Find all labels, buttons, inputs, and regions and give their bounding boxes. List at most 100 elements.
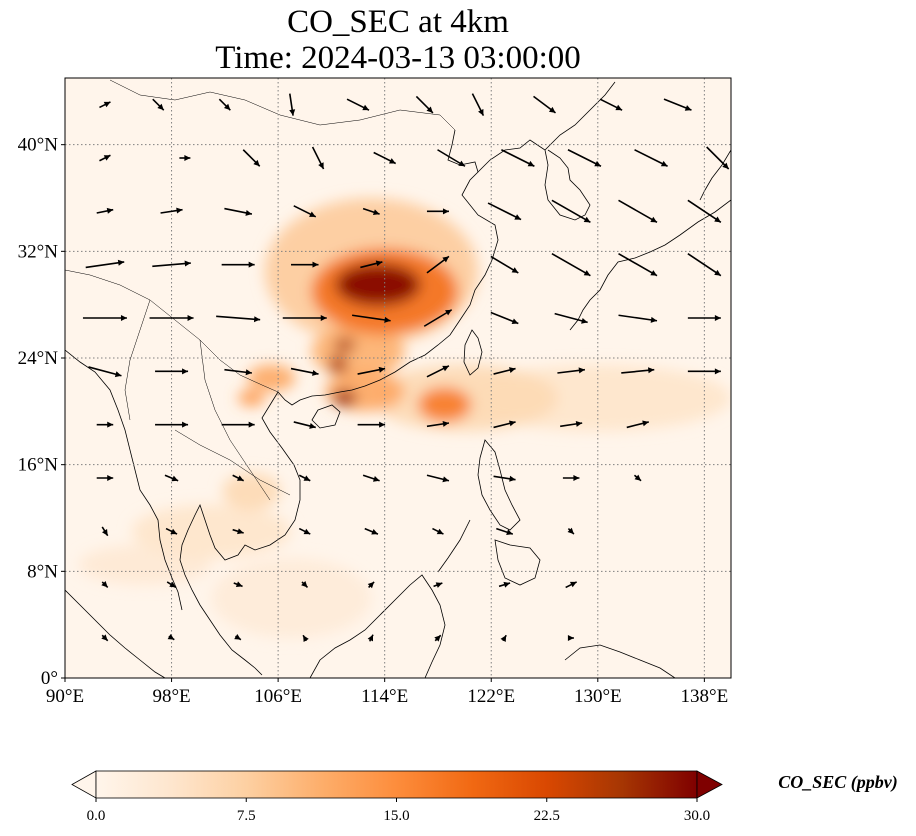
wind-arrow xyxy=(96,207,114,214)
wind-arrow xyxy=(346,98,370,111)
longitude-labels: 90°E 98°E 106°E 114°E 122°E 130°E 138°E xyxy=(46,678,728,707)
wind-arrow xyxy=(471,93,485,117)
korea-east-coast xyxy=(544,81,616,151)
wind-arrow xyxy=(224,207,253,216)
wind-arrow xyxy=(101,634,109,642)
wind-arrow xyxy=(437,149,466,167)
wind-arrow xyxy=(493,420,516,429)
wind-arrow xyxy=(179,155,191,161)
wind-arrow xyxy=(155,421,189,428)
wind-arrow xyxy=(101,526,109,537)
longitude-tick-label: 106°E xyxy=(254,686,302,707)
wind-arrow xyxy=(557,367,586,374)
co-plume xyxy=(332,390,357,406)
wind-arrow xyxy=(634,149,668,167)
borneo-coastline xyxy=(309,574,446,678)
wind-arrow xyxy=(599,98,623,111)
wind-arrow xyxy=(663,98,692,111)
wind-arrow xyxy=(618,252,658,277)
latitude-tick-label: 0° xyxy=(41,668,58,689)
colorbar-gradient xyxy=(95,770,698,799)
wind-arrow xyxy=(96,421,114,428)
wind-arrow xyxy=(687,368,721,375)
co-plume xyxy=(324,371,405,412)
wind-arrow xyxy=(565,581,578,589)
wind-arrow xyxy=(232,528,244,535)
wind-arrow xyxy=(351,314,391,323)
colorbar-min-extension xyxy=(71,770,97,799)
wind-arrow xyxy=(426,420,450,428)
wind-arrow xyxy=(687,199,722,223)
wind-arrow xyxy=(96,475,114,481)
wind-arrow xyxy=(298,527,311,535)
wind-arrow xyxy=(493,367,516,375)
latitude-tick-label: 8°N xyxy=(27,561,58,582)
wind-arrow xyxy=(551,199,591,224)
wind-arrow xyxy=(567,527,575,535)
japan-north xyxy=(699,149,731,201)
wind-arrow xyxy=(152,260,191,268)
wind-arrow xyxy=(290,367,319,376)
wind-arrow xyxy=(432,527,444,535)
colorbar-tick-label: 15.0 xyxy=(383,808,409,824)
wind-arrow xyxy=(362,474,380,482)
wind-arrow xyxy=(426,365,450,378)
wind-arrow xyxy=(99,154,111,162)
wind-arrow xyxy=(149,315,194,321)
wind-arrow xyxy=(618,199,658,224)
colorbar-tick-label: 22.5 xyxy=(534,808,560,824)
wind-arrow xyxy=(233,581,243,588)
wind-arrow xyxy=(567,149,602,167)
wind-arrow xyxy=(160,207,183,214)
wind-arrow xyxy=(423,309,453,327)
wind-arrow xyxy=(621,367,655,374)
wind-arrow xyxy=(487,202,522,221)
wind-arrow xyxy=(85,259,125,269)
wind-arrow xyxy=(218,98,231,111)
colorbar-max-extension xyxy=(696,770,723,799)
wind-arrow xyxy=(155,368,189,375)
wind-arrow xyxy=(490,255,519,274)
wind-arrow xyxy=(221,261,255,268)
wind-arrow xyxy=(282,315,327,321)
wind-arrow xyxy=(501,149,535,167)
wind-arrow xyxy=(618,314,658,323)
country-borders xyxy=(65,79,456,501)
wind-arrow xyxy=(554,312,588,324)
wind-arrow xyxy=(367,581,375,589)
graticule xyxy=(65,78,731,678)
sumatra-coastline xyxy=(65,589,166,678)
wind-arrow xyxy=(426,255,450,274)
latitude-tick-label: 40°N xyxy=(18,135,59,156)
new-guinea-coastline xyxy=(564,644,676,678)
wind-arrow xyxy=(567,635,574,641)
wind-arrow xyxy=(357,421,386,428)
wind-arrow xyxy=(562,475,580,481)
colorbar-ticks: 0.0 7.5 15.0 22.5 30.0 xyxy=(87,798,710,824)
wind-arrow xyxy=(367,634,374,642)
longitude-tick-label: 138°E xyxy=(681,686,729,707)
wind-arrow xyxy=(101,581,109,588)
wind-arrow xyxy=(216,315,261,323)
mindanao-coastline xyxy=(494,539,541,586)
wind-arrow xyxy=(687,253,722,277)
latitude-labels: 0° 8°N 16°N 24°N 32°N 40°N xyxy=(18,135,65,689)
wind-arrow xyxy=(298,474,311,482)
wind-arrow xyxy=(490,311,519,325)
co-plume xyxy=(335,263,421,306)
longitude-tick-label: 122°E xyxy=(467,686,515,707)
wind-arrow xyxy=(293,205,317,218)
co-plume xyxy=(328,355,348,374)
wind-arrow xyxy=(426,208,449,215)
wind-arrow xyxy=(99,101,111,109)
wind-arrow xyxy=(373,151,397,165)
taiwan-coastline xyxy=(463,329,483,376)
wind-arrow xyxy=(301,581,309,588)
wind-arrow xyxy=(551,252,591,277)
wind-arrow xyxy=(415,95,434,114)
wind-arrow xyxy=(82,315,127,321)
wind-arrow xyxy=(311,146,325,170)
wind-arrow xyxy=(221,421,255,428)
philippines-coastline xyxy=(477,439,521,531)
